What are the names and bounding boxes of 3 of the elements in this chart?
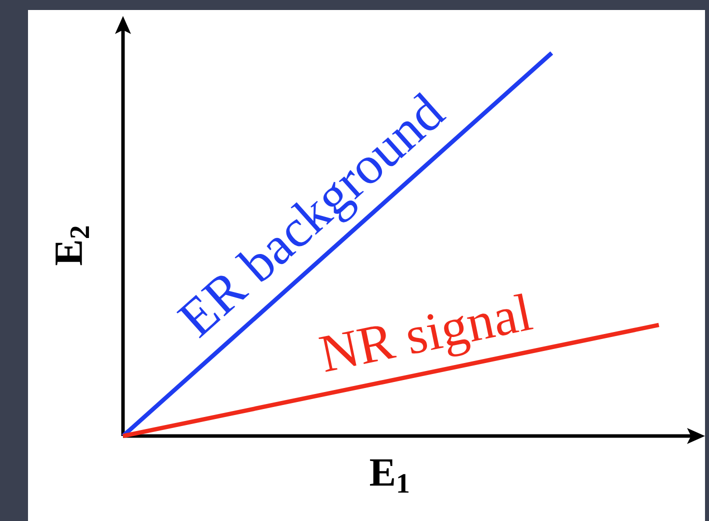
x-axis-title: E$_{1}$: [370, 459, 409, 493]
text: NR signal: [318, 293, 534, 372]
y-axis-title: E$_{2}$: [56, 226, 89, 266]
